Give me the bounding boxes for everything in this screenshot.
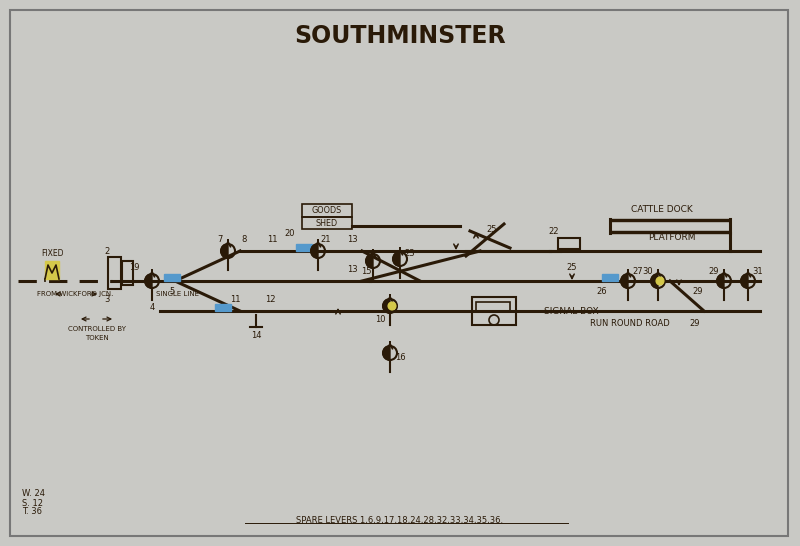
Bar	[476, 302, 510, 311]
Polygon shape	[145, 274, 152, 288]
Text: SPARE LEVERS 1,6,9,17,18,24,28,32,33,34,35,36.: SPARE LEVERS 1,6,9,17,18,24,28,32,33,34,…	[297, 515, 503, 525]
Text: 21: 21	[321, 234, 331, 244]
Polygon shape	[366, 254, 373, 268]
Text: 16: 16	[394, 353, 406, 361]
Text: 29: 29	[693, 287, 703, 295]
Bar	[164, 274, 180, 281]
Bar	[558, 238, 580, 249]
Bar	[602, 274, 618, 281]
Text: FIXED: FIXED	[41, 248, 63, 258]
Bar	[45, 261, 59, 279]
Bar	[302, 217, 352, 229]
Bar	[302, 204, 352, 217]
Circle shape	[656, 277, 664, 285]
Text: 13: 13	[346, 234, 358, 244]
Text: SOUTHMINSTER: SOUTHMINSTER	[294, 24, 506, 48]
Text: 10: 10	[374, 314, 386, 323]
Text: 29: 29	[709, 266, 719, 276]
Polygon shape	[221, 244, 228, 258]
Text: GOODS: GOODS	[312, 206, 342, 215]
Text: 20: 20	[285, 228, 295, 238]
Text: SIGNAL BOX: SIGNAL BOX	[544, 306, 598, 316]
Text: 4: 4	[150, 302, 154, 312]
Bar	[610, 219, 730, 221]
Bar	[122, 261, 133, 285]
Text: 12: 12	[265, 294, 275, 304]
Polygon shape	[383, 346, 390, 360]
Text: TOKEN: TOKEN	[85, 335, 109, 341]
Text: PLATFORM: PLATFORM	[648, 233, 696, 241]
Polygon shape	[717, 274, 724, 288]
Text: RUN ROUND ROAD: RUN ROUND ROAD	[590, 319, 670, 329]
Text: 30: 30	[642, 266, 654, 276]
Polygon shape	[741, 274, 748, 288]
Text: 2: 2	[104, 246, 110, 256]
Text: SHED: SHED	[316, 218, 338, 228]
Text: 25: 25	[566, 263, 578, 271]
Text: FROM WICKFORD JCN.: FROM WICKFORD JCN.	[37, 291, 113, 297]
Text: W. 24: W. 24	[22, 490, 45, 498]
Polygon shape	[393, 252, 400, 266]
Text: 23: 23	[405, 248, 415, 258]
Text: 29: 29	[690, 318, 700, 328]
Polygon shape	[383, 299, 390, 313]
Text: 22: 22	[549, 227, 559, 235]
Polygon shape	[651, 274, 658, 288]
Text: T. 36: T. 36	[22, 507, 42, 517]
Bar	[610, 231, 730, 233]
Text: 19: 19	[129, 263, 139, 271]
Polygon shape	[621, 274, 628, 288]
Text: 25: 25	[486, 224, 498, 234]
Text: 15: 15	[361, 266, 371, 276]
Polygon shape	[311, 244, 318, 258]
Text: 11: 11	[230, 294, 240, 304]
Text: 11: 11	[266, 234, 278, 244]
Text: S. 12: S. 12	[22, 498, 43, 507]
Text: 13: 13	[346, 264, 358, 274]
Text: CATTLE DOCK: CATTLE DOCK	[631, 205, 693, 213]
Text: 3: 3	[104, 294, 110, 304]
Text: 27: 27	[633, 266, 643, 276]
Bar	[472, 297, 516, 325]
Text: 5: 5	[170, 287, 174, 295]
Text: CONTROLLED BY: CONTROLLED BY	[68, 326, 126, 332]
Text: 7: 7	[218, 234, 222, 244]
Text: SINGLE LINE: SINGLE LINE	[157, 291, 199, 297]
Text: 14: 14	[250, 330, 262, 340]
Text: 26: 26	[597, 287, 607, 295]
Text: 8: 8	[242, 234, 246, 244]
Bar	[215, 304, 231, 311]
Circle shape	[388, 302, 396, 310]
Bar	[296, 244, 312, 251]
Bar	[108, 257, 121, 289]
Text: 31: 31	[753, 266, 763, 276]
